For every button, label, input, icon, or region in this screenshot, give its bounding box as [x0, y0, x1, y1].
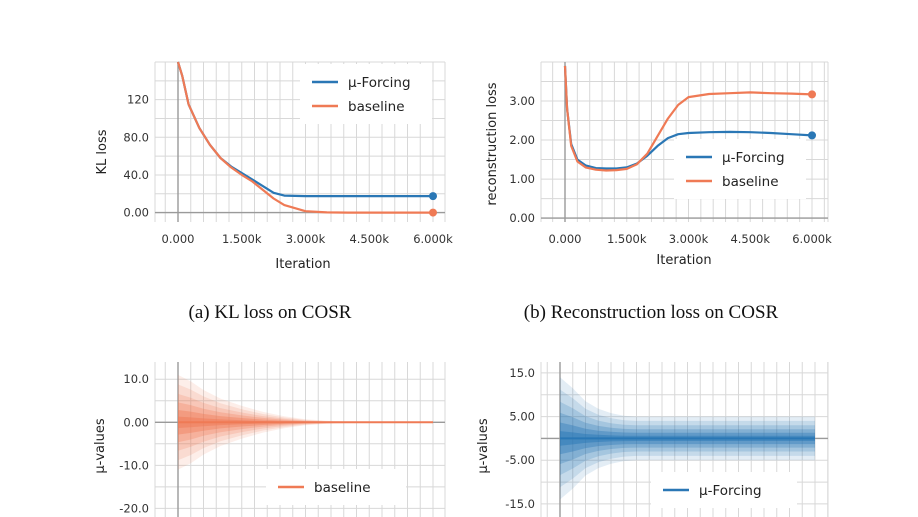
x-tick-label: 6.000k [792, 232, 832, 246]
legend-label: baseline [314, 480, 371, 496]
y-tick-label: 80.0 [123, 130, 149, 144]
x-axis-label: Iteration [656, 253, 711, 268]
y-tick-label: 0.00 [509, 211, 535, 225]
y-tick-label: -15.0 [505, 497, 535, 511]
y-tick-label: 120 [127, 93, 149, 107]
caption-a: (a) KL loss on COSR [189, 302, 352, 323]
y-axis-label: reconstruction loss [485, 82, 500, 205]
legend-label: baseline [722, 174, 779, 190]
y-tick-label: -10.0 [119, 458, 149, 472]
legend-box [300, 64, 432, 124]
y-axis-label: KL loss [95, 129, 110, 174]
legend: baseline [266, 469, 406, 505]
y-tick-label: 2.00 [509, 133, 535, 147]
y-tick-label: 40.0 [123, 168, 149, 182]
legend: μ-Forcing baseline [300, 64, 432, 124]
y-tick-label: 0.00 [123, 206, 149, 220]
chart-panel-2: 0.00 1.00 2.00 3.00 0.000 1.500k 3.000k 4.500k 6… [485, 61, 832, 268]
x-tick-label: 3.000k [286, 232, 326, 246]
x-tick-label: 1.500k [222, 232, 262, 246]
y-axis-label: μ-values [93, 418, 108, 473]
series-line [563, 65, 813, 172]
y-tick-label: 0.00 [123, 415, 149, 429]
x-tick-label: 4.500k [349, 232, 389, 246]
chart-panel-3: -20.0 -10.0 0.00 10.0 μ-values baseline [93, 362, 446, 517]
y-tick-label: 10.0 [123, 372, 149, 386]
y-tick-label: 3.00 [509, 94, 535, 108]
series-end-point [429, 192, 437, 201]
x-tick-label: 4.500k [730, 232, 770, 246]
y-axis-label: μ-values [476, 418, 491, 473]
series-end-point [808, 90, 816, 99]
x-tick-label: 6.000k [413, 232, 453, 246]
caption-b: (b) Reconstruction loss on COSR [524, 302, 779, 323]
legend-label: μ-Forcing [722, 150, 785, 166]
series-line [563, 65, 813, 170]
chart-panel-1: 0.00 40.0 80.0 120 0.000 1.500k 3.000k 4.500k 6.… [95, 61, 453, 272]
legend-box [674, 139, 806, 199]
series-end-point [808, 131, 816, 140]
y-tick-label: 15.0 [509, 366, 535, 380]
x-tick-label: 0.000 [162, 232, 195, 246]
y-tick-label: 1.00 [509, 172, 535, 186]
series-end-point [429, 208, 437, 217]
legend-label: μ-Forcing [699, 483, 762, 499]
legend: μ-Forcing baseline [674, 139, 806, 199]
legend: μ-Forcing [651, 472, 797, 508]
x-tick-label: 3.000k [669, 232, 709, 246]
x-tick-label: 1.500k [607, 232, 647, 246]
x-tick-label: 0.000 [549, 232, 582, 246]
legend-label: baseline [348, 99, 405, 115]
y-tick-label: -5.00 [505, 453, 535, 467]
y-tick-label: -20.0 [119, 501, 149, 515]
series-line [176, 61, 433, 214]
x-axis-label: Iteration [275, 257, 330, 272]
legend-label: μ-Forcing [348, 75, 411, 91]
chart-panel-4: -15.0 -5.00 5.00 15.0 μ-values μ-Forcing [476, 362, 829, 517]
y-tick-label: 5.00 [509, 410, 535, 424]
